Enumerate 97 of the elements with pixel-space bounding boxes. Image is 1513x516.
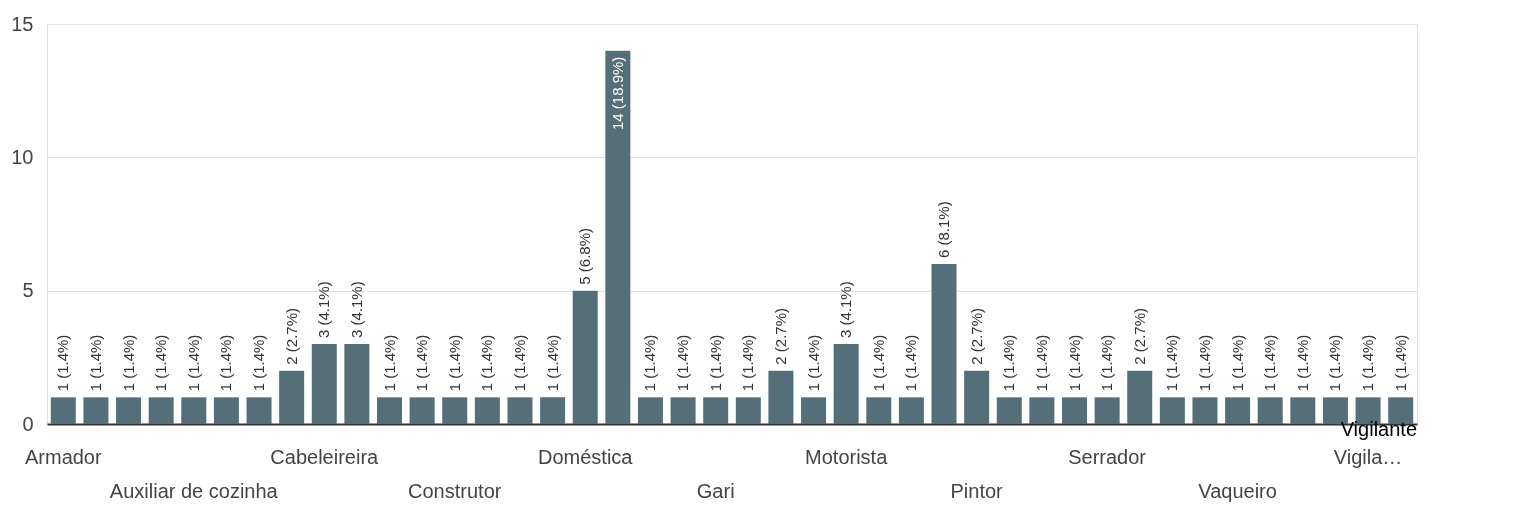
bar	[1257, 397, 1283, 424]
data-label: 1 (1.4%)	[1065, 334, 1083, 392]
bar	[507, 397, 533, 424]
data-label: 1 (1.4%)	[1261, 334, 1279, 392]
data-label: 1 (1.4%)	[706, 334, 724, 392]
data-label: 1 (1.4%)	[152, 334, 170, 392]
data-label: 1 (1.4%)	[1098, 334, 1116, 392]
bar	[1029, 397, 1055, 424]
data-label: 1 (1.4%)	[739, 334, 757, 392]
bar	[1159, 397, 1185, 424]
bar	[116, 397, 142, 424]
bar	[703, 397, 729, 424]
bar	[344, 344, 370, 424]
data-label: 1 (1.4%)	[510, 334, 528, 392]
data-label: 1 (1.4%)	[250, 334, 268, 392]
data-label: 14 (18.9%)	[608, 56, 626, 131]
data-label: 1 (1.4%)	[1032, 334, 1050, 392]
bar	[637, 397, 663, 424]
bar	[83, 397, 109, 424]
data-label: 1 (1.4%)	[543, 334, 561, 392]
bar	[1062, 397, 1087, 424]
data-label: 1 (1.4%)	[1391, 334, 1409, 392]
data-label: 1 (1.4%)	[1195, 334, 1213, 392]
bar	[833, 344, 859, 424]
bar	[540, 397, 566, 424]
bar	[572, 290, 598, 424]
bar	[246, 397, 272, 424]
data-label: 1 (1.4%)	[902, 334, 920, 392]
data-label: 1 (1.4%)	[1359, 334, 1377, 392]
bar	[1290, 397, 1316, 424]
data-label: 1 (1.4%)	[869, 334, 887, 392]
data-label: 1 (1.4%)	[119, 334, 137, 392]
bar	[866, 397, 892, 424]
data-label: 1 (1.4%)	[1163, 334, 1181, 392]
data-label: 1 (1.4%)	[478, 334, 496, 392]
x-tick-label: Armador	[24, 446, 102, 468]
bar	[670, 397, 696, 424]
x-tick-label: Vaqueiro	[1198, 480, 1277, 502]
bar	[1094, 397, 1120, 424]
bar	[1225, 397, 1251, 424]
data-label: 1 (1.4%)	[217, 334, 235, 392]
bar	[311, 344, 337, 424]
bar	[1192, 397, 1218, 424]
data-label: 1 (1.4%)	[54, 334, 72, 392]
data-label: 3 (4.1%)	[837, 281, 855, 338]
x-tick-label: Auxiliar de cozinha	[109, 480, 279, 502]
data-label: 1 (1.4%)	[1000, 334, 1018, 392]
x-tick-label: Construtor	[408, 480, 502, 502]
data-label: 1 (1.4%)	[1293, 334, 1311, 392]
x-tick-label: Motorista	[805, 446, 889, 468]
x-tick-label: Cabeleireira	[270, 446, 380, 468]
bar	[442, 397, 468, 424]
data-label: 1 (1.4%)	[1326, 334, 1344, 392]
y-tick-label: 0	[22, 412, 34, 435]
bar	[377, 397, 402, 424]
x-tick-label: Vigila…	[1333, 446, 1403, 468]
data-label: 3 (4.1%)	[347, 281, 365, 338]
bar	[898, 397, 924, 424]
data-label: 2 (2.7%)	[282, 307, 300, 365]
data-label: 1 (1.4%)	[380, 334, 398, 392]
bar	[409, 397, 435, 424]
data-label: 6 (8.1%)	[935, 201, 953, 258]
x-tick-label: Doméstica	[537, 446, 634, 468]
bar	[213, 397, 239, 424]
data-label: 2 (2.7%)	[1130, 307, 1148, 365]
data-label: 2 (2.7%)	[771, 307, 789, 365]
bar	[181, 397, 207, 424]
data-label: 1 (1.4%)	[1228, 334, 1246, 392]
bar	[931, 264, 957, 424]
data-label: 1 (1.4%)	[413, 334, 431, 392]
data-label: 5 (6.8%)	[576, 227, 594, 285]
bar	[801, 397, 827, 424]
bar	[279, 370, 305, 424]
y-tick-label: 10	[11, 145, 34, 168]
bar	[148, 397, 174, 424]
x-tick-label: Serrador	[1068, 446, 1147, 468]
data-label: 1 (1.4%)	[804, 334, 822, 392]
data-label: 1 (1.4%)	[184, 334, 202, 392]
x-tick-label: Gari	[696, 480, 735, 502]
bar	[474, 397, 500, 424]
bar	[50, 397, 76, 424]
bar	[964, 370, 990, 424]
bar	[996, 397, 1022, 424]
data-label: 1 (1.4%)	[445, 334, 463, 392]
bar	[605, 50, 631, 424]
data-label: 3 (4.1%)	[315, 281, 333, 338]
x-tick-label: Pintor	[950, 480, 1004, 502]
data-label: 1 (1.4%)	[86, 334, 104, 392]
bar	[735, 397, 761, 424]
bar	[1127, 370, 1153, 424]
y-tick-label: 15	[11, 12, 34, 35]
annotation: Vigilante	[1340, 418, 1417, 440]
y-tick-label: 5	[22, 279, 34, 302]
data-label: 2 (2.7%)	[967, 307, 985, 365]
data-label: 1 (1.4%)	[674, 334, 692, 392]
bar	[768, 370, 794, 424]
data-label: 1 (1.4%)	[641, 334, 659, 392]
